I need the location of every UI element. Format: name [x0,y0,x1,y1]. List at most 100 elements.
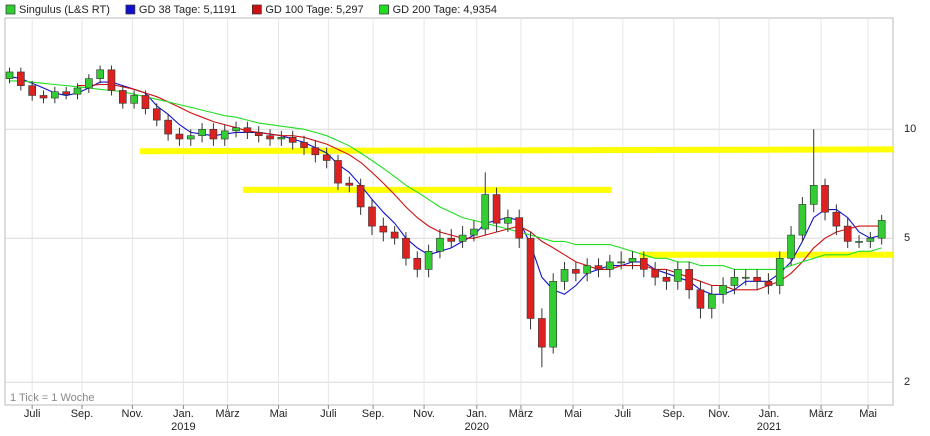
candle-body [594,265,603,270]
candle-body [85,78,93,89]
x-tick-label: Nov. [122,408,144,420]
candle-body [707,293,716,309]
candle-body [220,130,229,140]
candle-body [152,108,161,121]
year-label: 2019 [171,421,195,433]
candle-body [798,204,807,236]
legend-label: GD 38 Tage: 5,1191 [139,4,236,16]
candle-body [470,228,478,236]
candle-body [28,85,36,96]
x-tick-label: Nov. [413,408,435,420]
legend-label: Singulus (L&S RT) [19,4,110,16]
candle-body [821,185,829,213]
candle-body [481,194,490,230]
candle-body [345,182,354,186]
candle-body [254,132,263,136]
candle-body [628,257,637,263]
candle-body [538,318,546,348]
candle-body [447,237,456,242]
moving-average [9,80,882,270]
candle-body [288,137,297,143]
candle-body [741,276,750,279]
x-tick-label: Mai [859,408,877,420]
candle-body [787,234,795,259]
candle-body [198,128,206,136]
candle-body [606,261,614,270]
candle-body [832,211,841,227]
candle-body [277,137,286,140]
candle-body [51,91,59,99]
candle-body [424,251,433,270]
candle-body [730,276,739,286]
note: 1 Tick = 1 Woche [10,392,94,404]
x-tick-label: Nov. [708,408,730,420]
candle-body [866,237,875,242]
candle-body [685,269,693,291]
candle-body [458,234,467,242]
candle-body [209,128,218,140]
candle-body [379,225,388,233]
candle-body [390,231,399,239]
legend-swatch [251,4,262,15]
candle-body [617,261,625,264]
candle-body [673,269,682,282]
x-tick-label: Juli [24,408,41,420]
candle-body [164,119,172,135]
legend-swatch [379,4,389,15]
candle-body [266,135,274,140]
x-tick-label: März [809,408,833,420]
candle-body [356,185,365,208]
candle-body [492,194,501,224]
x-tick-label: Jan. [759,408,780,420]
candle-body [73,87,82,95]
legend-label: GD 200 Tage: 4,9354 [393,4,497,16]
candle-body [300,142,308,148]
candle-body [572,269,580,274]
candle-body [118,90,127,104]
candle-body [560,269,569,282]
candle-body [96,69,104,79]
candle-body [651,269,659,278]
x-tick-label: März [509,408,533,420]
candle-body [107,69,116,91]
candle-body [402,237,410,259]
moving-average [77,83,882,291]
candle-body [515,217,524,239]
legend-label: GD 100 Tage: 5,297 [265,4,363,16]
x-tick-label: März [215,408,239,420]
candle-body [175,133,184,140]
candle-body [764,281,773,286]
candle-body [583,265,591,274]
candle-body [719,285,727,295]
candle-body [368,206,376,227]
x-tick-label: Sep. [362,408,385,420]
x-tick-label: Sep. [71,408,94,420]
candle-body [5,71,14,79]
candle-body [843,225,852,242]
candle-body [436,237,444,252]
moving-average [9,75,882,295]
candle-body [62,91,70,95]
x-tick-label: Mai [564,408,582,420]
year-label: 2020 [465,421,489,433]
candle-body [311,147,320,156]
x-tick-label: Juli [615,408,632,420]
candle-body [334,160,342,184]
candle-body [775,257,784,286]
candle-body [696,289,705,309]
legend-swatch [5,4,16,15]
x-tick-label: Jan. [173,408,194,420]
candle-body [809,185,818,205]
candle-body [141,95,150,109]
candle-body [186,135,195,140]
trend-line [139,146,894,155]
candle-body [855,241,863,243]
y-tick-label: 5 [904,232,910,244]
candle-body [504,217,512,224]
candle-body [232,127,240,132]
candle-body [526,237,535,319]
candle-body [640,257,648,270]
x-tick-label: Juli [320,408,337,420]
